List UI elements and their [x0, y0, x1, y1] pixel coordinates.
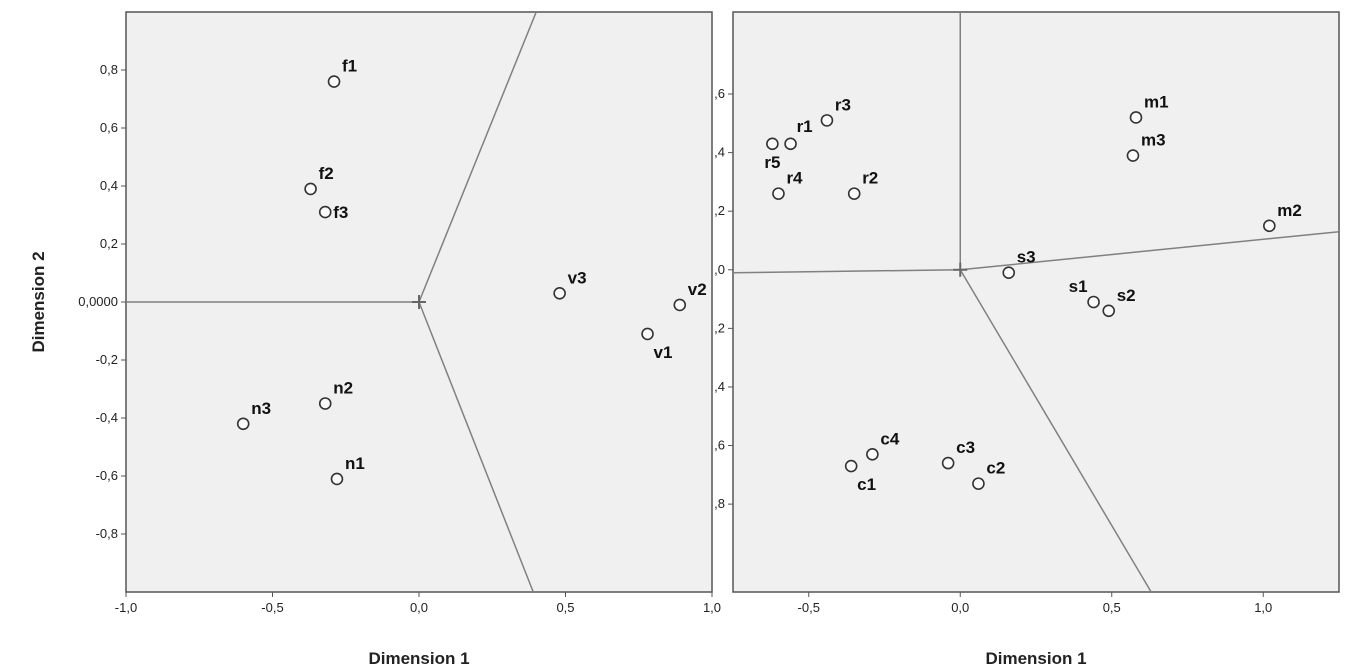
boundary-line: [418, 301, 534, 592]
y-tick-label: -0,4: [96, 410, 118, 425]
data-point-n2: [318, 397, 332, 410]
y-tick-label: -0,6: [96, 468, 118, 483]
data-point-v1: [641, 327, 654, 341]
data-label-r2: r2: [862, 169, 878, 188]
x-tick-label: 1,0: [703, 600, 721, 615]
data-point-f2: [304, 182, 317, 196]
data-point-s1: [1087, 295, 1100, 309]
boundary-lines: [733, 12, 1339, 592]
data-label-r3: r3: [835, 95, 851, 114]
y-tick-label: ,2: [714, 203, 725, 218]
x-axis-title: Dimension 1: [368, 649, 469, 668]
data-label-v3: v3: [568, 268, 587, 287]
centroid-marker: [953, 262, 968, 277]
y-tick-label: 0,6: [100, 120, 118, 135]
data-point-r1: [784, 137, 797, 151]
data-label-f1: f1: [342, 57, 357, 76]
data-point-v2: [673, 298, 687, 312]
data-label-c3: c3: [956, 438, 975, 457]
boundary-line: [959, 269, 1152, 592]
data-point-r5: [766, 137, 779, 151]
data-point-f3: [318, 205, 332, 219]
data-point-r2: [847, 187, 861, 200]
x-tick-label: 0,5: [556, 600, 574, 615]
data-point-m3: [1126, 149, 1140, 162]
centroid-marker: [412, 295, 426, 309]
data-label-m3: m3: [1141, 131, 1166, 150]
left-scatter-panel: -1,0 -0,5 0,0 0,5 1,0 0,8 0,6 0,4 0,2 0,0000 -0,2 -…: [29, 11, 721, 668]
data-point-n1: [330, 472, 344, 486]
data-label-c2: c2: [986, 459, 1005, 478]
data-label-c1: c1: [857, 475, 876, 494]
y-tick-label: 0,0000: [78, 294, 118, 309]
y-tick-label: 0,4: [100, 178, 118, 193]
y-tick-label: ,6: [714, 86, 725, 101]
data-label-r1: r1: [797, 117, 813, 136]
data-point-c4: [866, 448, 879, 461]
y-tick-label: ,0: [714, 262, 725, 277]
data-label-m2: m2: [1277, 201, 1302, 220]
data-point-c2: [972, 477, 985, 490]
data-label-v1: v1: [654, 343, 673, 362]
y-tick-label: ,2: [714, 320, 725, 335]
x-tick-label: -0,5: [261, 600, 283, 615]
y-tick-label: 0,8: [100, 62, 118, 77]
data-label-s1: s1: [1069, 277, 1088, 296]
data-point-c1: [844, 459, 858, 473]
data-label-r5: r5: [764, 153, 780, 172]
data-label-s2: s2: [1117, 286, 1136, 305]
boundary-lines: [126, 12, 537, 592]
data-point-r4: [772, 187, 785, 200]
x-tick-label: -1,0: [115, 600, 137, 615]
data-label-s3: s3: [1017, 248, 1036, 267]
data-point-v3: [553, 286, 566, 300]
x-axis-title: Dimension 1: [985, 649, 1086, 668]
y-tick-label: ,6: [714, 438, 725, 453]
data-point-s3: [1002, 266, 1016, 280]
y-tick-label: ,8: [714, 496, 725, 511]
y-tick-label: -0,8: [96, 526, 118, 541]
data-label-m1: m1: [1144, 92, 1169, 111]
data-label-c4: c4: [880, 429, 899, 448]
y-axis-title: Dimension 2: [29, 251, 48, 352]
data-label-f2: f2: [319, 164, 334, 183]
data-label-n2: n2: [333, 379, 353, 398]
plot-area: [732, 11, 1340, 593]
data-point-m1: [1129, 111, 1143, 124]
x-tick-label: 1,0: [1254, 600, 1272, 615]
data-point-f1: [327, 75, 341, 88]
boundary-line: [960, 230, 1339, 271]
data-point-r3: [820, 114, 834, 127]
y-tick-label: ,4: [714, 145, 725, 160]
y-tick-label: -0,2: [96, 352, 118, 367]
data-label-f3: f3: [333, 203, 348, 222]
y-tick-label: ,4: [714, 379, 725, 394]
data-point-c3: [941, 456, 955, 470]
data-point-n3: [236, 417, 250, 431]
data-label-r4: r4: [786, 169, 803, 188]
boundary-line: [733, 269, 961, 274]
right-scatter-panel: -0,5 0,0 0,5 1,0 ,6 ,4 ,2 ,0 ,2 ,4 ,6 ,8 Dimension 1…: [714, 11, 1340, 668]
data-point-s2: [1102, 304, 1116, 318]
x-tick-label: -0,5: [798, 600, 820, 615]
x-tick-label: 0,0: [410, 600, 428, 615]
boundary-line: [418, 12, 537, 303]
data-label-n3: n3: [251, 399, 271, 418]
data-point-m2: [1263, 219, 1276, 233]
x-tick-label: 0,5: [1103, 600, 1121, 615]
x-tick-label: 0,0: [951, 600, 969, 615]
y-tick-label: 0,2: [100, 236, 118, 251]
data-label-v2: v2: [688, 280, 707, 299]
data-label-n1: n1: [345, 454, 365, 473]
